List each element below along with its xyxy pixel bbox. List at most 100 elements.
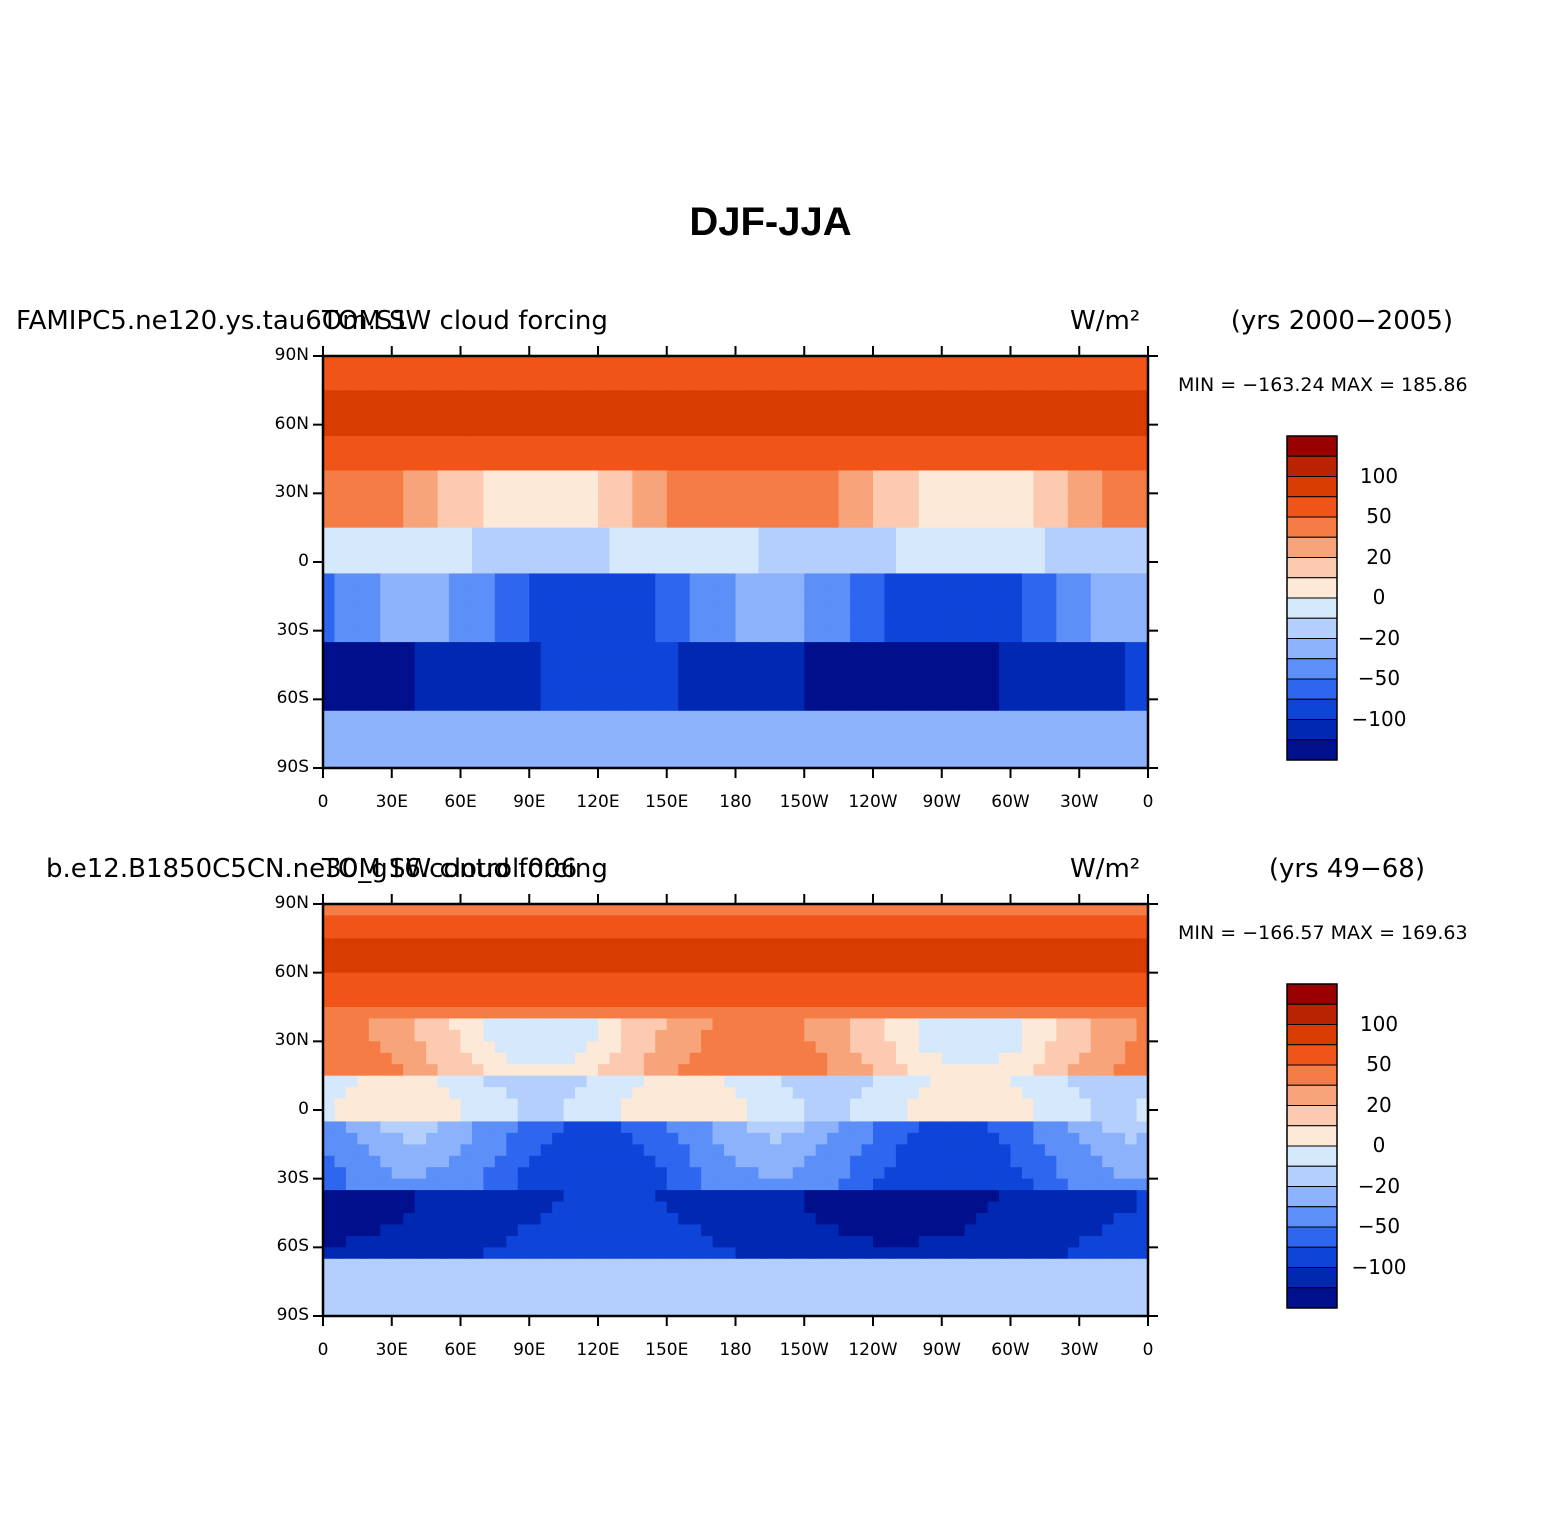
map-cell	[506, 367, 519, 380]
map-cell	[712, 915, 725, 928]
map-cell	[815, 1235, 828, 1248]
map-cell	[426, 926, 439, 939]
map-cell	[953, 1144, 966, 1157]
map-cell	[598, 562, 611, 575]
map-cell	[391, 972, 404, 985]
map-cell	[918, 1075, 931, 1088]
map-cell	[1021, 356, 1035, 369]
map-cell	[1090, 1007, 1103, 1020]
map-cell	[930, 504, 943, 517]
map-cell	[804, 539, 817, 552]
map-cell	[1090, 722, 1103, 735]
map-cell	[471, 984, 485, 997]
map-cell	[609, 915, 622, 928]
map-cell	[918, 1247, 931, 1260]
map-cell	[1044, 642, 1057, 655]
map-cell	[873, 1224, 886, 1237]
map-cell	[838, 367, 851, 380]
map-cell	[1021, 562, 1035, 575]
map-cell	[850, 653, 863, 666]
map-cell	[1125, 1213, 1138, 1226]
map-cell	[1056, 1064, 1069, 1077]
map-cell	[380, 573, 393, 586]
map-cell	[689, 756, 702, 769]
map-cell	[598, 1235, 611, 1248]
map-cell	[575, 1167, 588, 1180]
map-cell	[884, 378, 897, 391]
map-cell	[1056, 1235, 1069, 1248]
map-cell	[873, 436, 886, 449]
map-cell	[529, 607, 542, 620]
map-cell	[792, 550, 805, 563]
map-cell	[781, 722, 794, 735]
map-cell	[598, 378, 611, 391]
map-cell	[517, 493, 530, 506]
map-cell	[930, 573, 943, 586]
map-cell	[449, 1052, 462, 1065]
map-cell	[368, 710, 381, 723]
map-cell	[724, 607, 737, 620]
map-cell	[746, 401, 760, 414]
map-cell	[1044, 1018, 1057, 1031]
map-cell	[907, 550, 920, 563]
map-cell	[953, 481, 966, 494]
map-cell	[873, 630, 886, 643]
map-cell	[368, 539, 381, 552]
map-cell	[850, 972, 863, 985]
map-cell	[632, 676, 645, 689]
map-cell	[609, 1258, 622, 1271]
map-cell	[907, 1075, 920, 1088]
map-cell	[895, 1007, 908, 1020]
map-cell	[712, 699, 725, 712]
map-cell	[689, 642, 702, 655]
map-cell	[781, 1201, 794, 1214]
map-cell	[506, 1247, 519, 1260]
map-cell	[620, 436, 633, 449]
map-cell	[426, 1098, 439, 1111]
map-cell	[632, 972, 645, 985]
map-cell	[735, 961, 748, 974]
map-cell	[517, 607, 530, 620]
map-cell	[769, 1087, 782, 1100]
map-cell	[391, 367, 404, 380]
map-cell	[976, 1064, 989, 1077]
map-cell	[368, 1098, 381, 1111]
map-cell	[964, 1235, 977, 1248]
map-cell	[792, 1178, 805, 1191]
map-cell	[1136, 1167, 1149, 1180]
map-cell	[689, 596, 702, 609]
map-cell	[999, 1167, 1012, 1180]
map-cell	[769, 1155, 782, 1168]
map-cell	[1056, 459, 1069, 472]
map-cell	[334, 676, 347, 689]
map-cell	[976, 424, 989, 437]
map-cell	[1044, 447, 1057, 460]
map-cell	[804, 493, 817, 506]
map-cell	[758, 356, 771, 369]
map-cell	[953, 550, 966, 563]
map-cell	[804, 1155, 817, 1168]
map-cell	[712, 745, 725, 758]
map-cell	[724, 1167, 737, 1180]
map-cell	[930, 470, 943, 483]
map-cell	[1010, 938, 1023, 951]
map-cell	[391, 527, 404, 540]
map-cell	[655, 1258, 668, 1271]
map-cell	[1136, 676, 1149, 689]
map-cell	[368, 619, 381, 632]
map-cell	[529, 995, 542, 1008]
map-cell	[678, 676, 691, 689]
map-cell	[643, 676, 656, 689]
map-cell	[345, 436, 358, 449]
map-cell	[907, 356, 920, 369]
map-cell	[735, 699, 748, 712]
map-cell	[873, 665, 886, 678]
map-cell	[575, 390, 588, 403]
map-cell	[598, 984, 611, 997]
map-cell	[483, 1007, 496, 1020]
map-cell	[976, 550, 989, 563]
map-cell	[483, 699, 496, 712]
map-cell	[724, 653, 737, 666]
map-cell	[746, 584, 760, 597]
map-cell	[1056, 584, 1069, 597]
